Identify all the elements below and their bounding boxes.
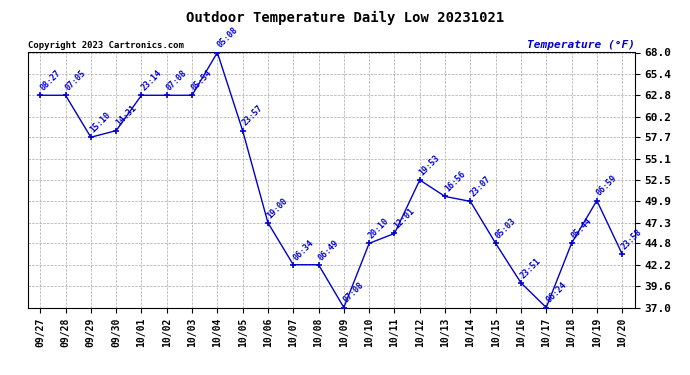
Text: 06:49: 06:49: [316, 238, 340, 262]
Text: 16:56: 16:56: [443, 170, 467, 194]
Text: 23:14: 23:14: [139, 69, 164, 93]
Text: 14:31: 14:31: [114, 104, 138, 128]
Text: 07:08: 07:08: [164, 69, 188, 93]
Text: 23:51: 23:51: [519, 256, 543, 280]
Text: 07:05: 07:05: [63, 69, 88, 93]
Text: 05:08: 05:08: [215, 26, 239, 50]
Text: 15:10: 15:10: [88, 110, 112, 135]
Text: 06:24: 06:24: [544, 280, 568, 305]
Text: 08:27: 08:27: [38, 69, 62, 93]
Text: Outdoor Temperature Daily Low 20231021: Outdoor Temperature Daily Low 20231021: [186, 11, 504, 26]
Text: Copyright 2023 Cartronics.com: Copyright 2023 Cartronics.com: [28, 41, 184, 50]
Text: 23:07: 23:07: [468, 175, 492, 199]
Text: 19:53: 19:53: [417, 153, 442, 177]
Text: 06:34: 06:34: [291, 238, 315, 262]
Text: 05:44: 05:44: [569, 216, 593, 240]
Text: 05:03: 05:03: [493, 216, 518, 240]
Text: 05:54: 05:54: [190, 69, 214, 93]
Text: 06:59: 06:59: [595, 174, 619, 198]
Text: 19:00: 19:00: [266, 196, 290, 220]
Text: 12:01: 12:01: [392, 207, 416, 231]
Text: 07:08: 07:08: [342, 280, 366, 305]
Text: 20:10: 20:10: [367, 216, 391, 240]
Text: 23:58: 23:58: [620, 227, 644, 251]
Text: 23:57: 23:57: [240, 104, 264, 128]
Text: Temperature (°F): Temperature (°F): [526, 40, 635, 50]
